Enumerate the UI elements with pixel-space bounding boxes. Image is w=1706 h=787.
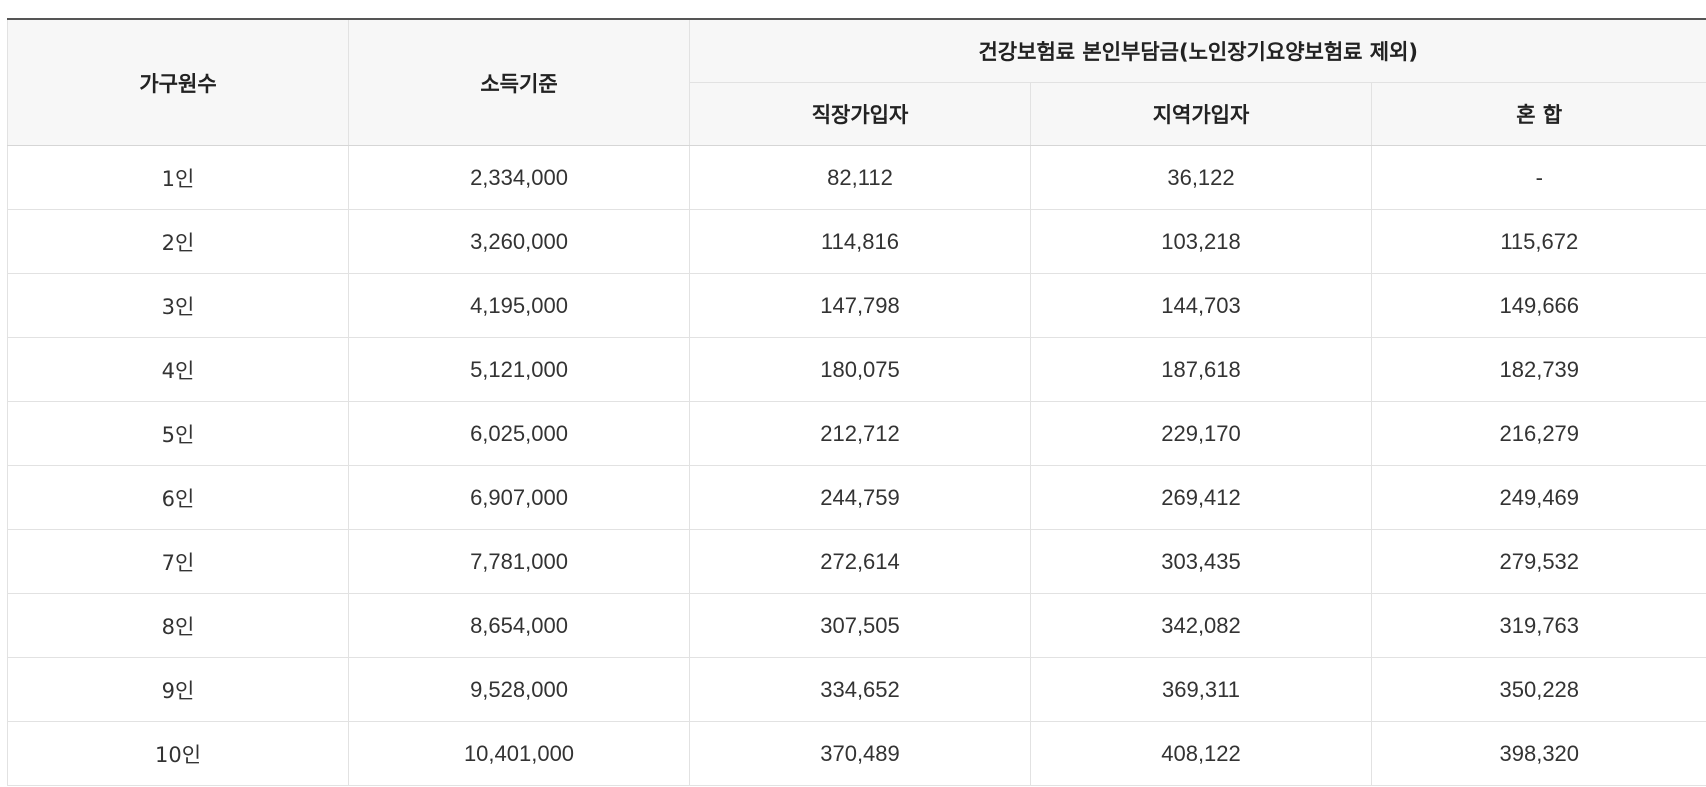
cell-household: 2인 (7, 209, 349, 274)
cell-employee: 147,798 (689, 273, 1031, 338)
table-row: 10인 10,401,000 370,489 408,122 398,320 (7, 721, 1706, 786)
cell-income: 3,260,000 (348, 209, 690, 274)
table-row: 8인 8,654,000 307,505 342,082 319,763 (7, 593, 1706, 658)
cell-regional: 408,122 (1030, 721, 1372, 786)
cell-income: 9,528,000 (348, 657, 690, 722)
cell-employee: 334,652 (689, 657, 1031, 722)
cell-regional: 36,122 (1030, 145, 1372, 210)
cell-household: 1인 (7, 145, 349, 210)
cell-mixed: 115,672 (1370, 209, 1706, 274)
table-header: 가구원수 소득기준 건강보험료 본인부담금(노인장기요양보험료 제외) 직장가입… (7, 18, 1706, 146)
cell-regional: 229,170 (1030, 401, 1372, 466)
cell-household: 7인 (7, 529, 349, 594)
cell-household: 8인 (7, 593, 349, 658)
cell-income: 6,025,000 (348, 401, 690, 466)
cell-employee: 244,759 (689, 465, 1031, 530)
cell-regional: 144,703 (1030, 273, 1372, 338)
cell-mixed: 279,532 (1370, 529, 1706, 594)
cell-regional: 303,435 (1030, 529, 1372, 594)
table-row: 6인 6,907,000 244,759 269,412 249,469 (7, 465, 1706, 530)
cell-household: 10인 (7, 721, 349, 786)
cell-regional: 269,412 (1030, 465, 1372, 530)
table-row: 1인 2,334,000 82,112 36,122 - (7, 145, 1706, 210)
cell-household: 4인 (7, 337, 349, 402)
cell-employee: 212,712 (689, 401, 1031, 466)
cell-employee: 307,505 (689, 593, 1031, 658)
cell-employee: 114,816 (689, 209, 1031, 274)
cell-mixed: 182,739 (1370, 337, 1706, 402)
cell-income: 7,781,000 (348, 529, 690, 594)
header-employee: 직장가입자 (689, 82, 1031, 146)
cell-income: 6,907,000 (348, 465, 690, 530)
cell-income: 10,401,000 (348, 721, 690, 786)
header-income: 소득기준 (348, 18, 690, 146)
table-row: 5인 6,025,000 212,712 229,170 216,279 (7, 401, 1706, 466)
cell-employee: 180,075 (689, 337, 1031, 402)
header-group-premium: 건강보험료 본인부담금(노인장기요양보험료 제외) (688, 18, 1706, 83)
cell-mixed: 249,469 (1370, 465, 1706, 530)
health-insurance-table: 가구원수 소득기준 건강보험료 본인부담금(노인장기요양보험료 제외) 직장가입… (7, 18, 1706, 786)
cell-income: 2,334,000 (348, 145, 690, 210)
cell-mixed: 149,666 (1370, 273, 1706, 338)
table-row: 2인 3,260,000 114,816 103,218 115,672 (7, 209, 1706, 274)
table-row: 9인 9,528,000 334,652 369,311 350,228 (7, 657, 1706, 722)
cell-household: 9인 (7, 657, 349, 722)
cell-income: 4,195,000 (348, 273, 690, 338)
insurance-table-container: 가구원수 소득기준 건강보험료 본인부담금(노인장기요양보험료 제외) 직장가입… (7, 18, 1706, 786)
cell-mixed: 398,320 (1370, 721, 1706, 786)
header-household: 가구원수 (7, 18, 349, 146)
cell-household: 3인 (7, 273, 349, 338)
cell-mixed: 350,228 (1370, 657, 1706, 722)
table-body: 1인 2,334,000 82,112 36,122 - 2인 3,260,00… (7, 145, 1706, 786)
cell-mixed: 319,763 (1370, 593, 1706, 658)
cell-regional: 369,311 (1030, 657, 1372, 722)
header-mixed: 혼 합 (1370, 82, 1706, 146)
cell-mixed: - (1370, 145, 1706, 210)
table-row: 4인 5,121,000 180,075 187,618 182,739 (7, 337, 1706, 402)
cell-employee: 82,112 (689, 145, 1031, 210)
header-regional: 지역가입자 (1030, 82, 1372, 146)
cell-household: 5인 (7, 401, 349, 466)
cell-income: 5,121,000 (348, 337, 690, 402)
table-row: 3인 4,195,000 147,798 144,703 149,666 (7, 273, 1706, 338)
cell-household: 6인 (7, 465, 349, 530)
table-row: 7인 7,781,000 272,614 303,435 279,532 (7, 529, 1706, 594)
cell-employee: 272,614 (689, 529, 1031, 594)
cell-regional: 103,218 (1030, 209, 1372, 274)
cell-regional: 187,618 (1030, 337, 1372, 402)
cell-employee: 370,489 (689, 721, 1031, 786)
cell-regional: 342,082 (1030, 593, 1372, 658)
cell-income: 8,654,000 (348, 593, 690, 658)
cell-mixed: 216,279 (1370, 401, 1706, 466)
